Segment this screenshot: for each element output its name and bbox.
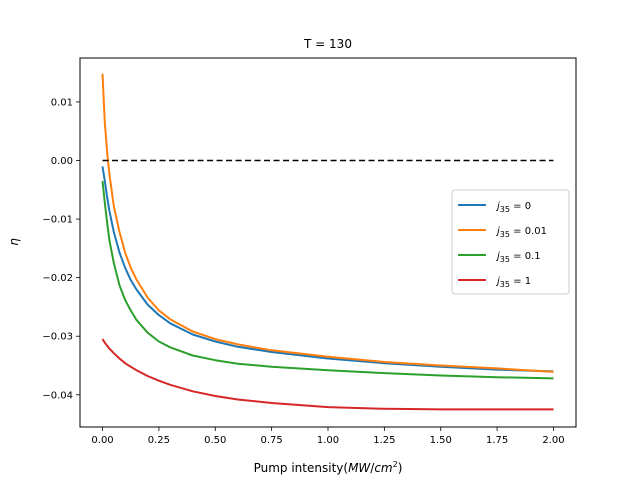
series-line-0 bbox=[101, 166, 554, 373]
y-tick-label: −0.04 bbox=[42, 390, 73, 401]
plot-area bbox=[101, 73, 554, 411]
y-tick-label: 0.00 bbox=[51, 156, 73, 167]
y-axis-label: η bbox=[7, 238, 21, 246]
legend: j35 = 0 j35 = 0.01 j35 = 0.1 j35 = 1 bbox=[451, 189, 570, 295]
series-line-2 bbox=[101, 180, 554, 380]
legend-box bbox=[451, 189, 570, 295]
series-line-3 bbox=[101, 338, 554, 411]
y-tick-label: −0.02 bbox=[42, 273, 73, 284]
x-tick-label: 1.25 bbox=[373, 435, 395, 446]
x-axis: 0.00 0.25 0.50 0.75 1.00 1.25 1.50 1.75 2.00 bbox=[91, 427, 565, 446]
legend-label-0: j35 = 0 bbox=[495, 201, 531, 214]
x-tick-label: 0.00 bbox=[91, 435, 113, 446]
x-tick-label: 0.25 bbox=[148, 435, 170, 446]
x-tick-label: 1.50 bbox=[430, 435, 452, 446]
x-tick-label: 1.75 bbox=[486, 435, 508, 446]
x-tick-label: 0.75 bbox=[261, 435, 283, 446]
x-tick-label: 0.50 bbox=[204, 435, 226, 446]
legend-label-2: j35 = 0.1 bbox=[495, 251, 541, 264]
x-axis-label: Pump intensity(MW/cm2) bbox=[254, 460, 403, 475]
axes-frame bbox=[79, 57, 577, 428]
legend-label-3: j35 = 1 bbox=[495, 276, 531, 289]
x-tick-label: 1.00 bbox=[317, 435, 339, 446]
y-tick-label: −0.01 bbox=[42, 215, 73, 226]
y-axis: 0.01 0.00 −0.01 −0.02 −0.03 −0.04 bbox=[42, 97, 80, 401]
series-line-1 bbox=[101, 73, 554, 373]
legend-label-1: j35 = 0.01 bbox=[495, 226, 547, 239]
chart-title: T = 130 bbox=[303, 37, 352, 51]
x-tick-label: 2.00 bbox=[542, 435, 564, 446]
y-tick-label: 0.01 bbox=[51, 97, 73, 108]
y-tick-label: −0.03 bbox=[42, 332, 73, 343]
